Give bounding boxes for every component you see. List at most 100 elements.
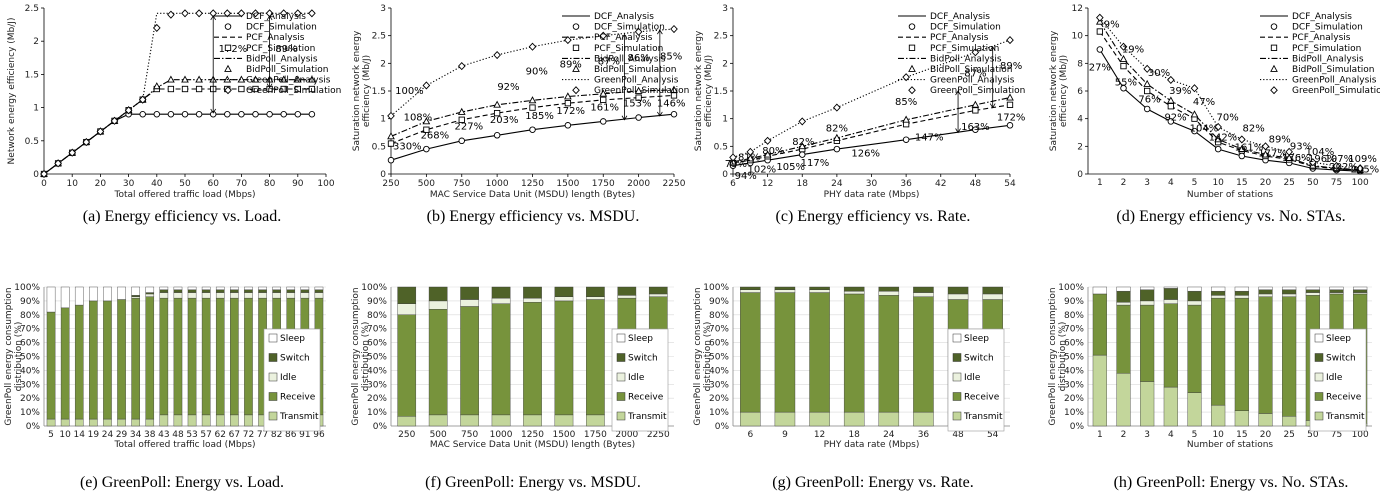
y-tick-label: 30%: [1064, 380, 1084, 390]
data-point-greenpoll-simulation: [599, 31, 608, 40]
y-tick-label: 0: [33, 170, 39, 180]
percentage-label: 146%: [657, 99, 686, 110]
legend-swatch-idle: [1314, 372, 1324, 382]
legend-label: PCF_Analysis: [1292, 33, 1351, 43]
x-tick-label: 1500: [556, 179, 579, 189]
legend-label: GreenPoll_Analysis: [1292, 76, 1377, 86]
data-point-bidpoll-simulation: [746, 154, 755, 162]
data-point-greenpoll-simulation: [167, 10, 175, 19]
x-tick-label: 750: [461, 430, 478, 440]
data-point-greenpoll-simulation: [971, 48, 980, 57]
caption: (c) Energy efficiency vs. Rate.: [776, 208, 971, 225]
legend-label: PCF_Analysis: [246, 33, 305, 43]
bar-segment-sleep: [215, 286, 225, 290]
data-point-pcf-simulation: [1096, 28, 1103, 35]
y-tick-label: 40%: [709, 366, 729, 376]
x-tick-label: 19: [88, 430, 100, 440]
legend-swatch-transmit: [1314, 411, 1324, 421]
data-point-dcf-simulation: [972, 126, 979, 133]
x-axis-title: Total offered traffic load (Mbps): [114, 190, 256, 200]
bar-segment-idle: [1211, 295, 1226, 299]
data-point-dcf-simulation: [1167, 118, 1175, 125]
y-tick-label: 80%: [1064, 311, 1084, 321]
data-point-bidpoll-simulation: [387, 132, 395, 140]
y-tick-label: 90%: [1064, 297, 1084, 307]
x-tick-label: 100: [1352, 430, 1369, 440]
legend-label: PCF_Analysis: [594, 33, 653, 43]
percentage-label: 89%: [1000, 61, 1022, 72]
series-line-pcf-analysis: [1099, 31, 1361, 171]
data-point-bidpoll-simulation: [1285, 153, 1294, 161]
percentage-label: 55%: [1115, 78, 1137, 89]
bar-segment-receive: [1116, 304, 1131, 374]
data-point-greenpoll-simulation: [833, 103, 841, 112]
x-tick-label: 50: [1307, 178, 1319, 188]
x-tick-label: 3: [1144, 178, 1150, 188]
data-point-greenpoll-simulation: [798, 117, 807, 126]
y-tick-label: 6: [1077, 87, 1083, 97]
y-tick-label: 50%: [367, 353, 387, 363]
bar-segment-receive: [1140, 304, 1155, 382]
bar-segment-transmit: [523, 414, 542, 427]
percentage-label: 153%: [623, 99, 652, 110]
legend-label: Transmit: [279, 412, 319, 422]
bar-segment-switch: [173, 289, 183, 293]
y-axis-title: Saturation network energyefficiency (Mb/…: [1049, 30, 1069, 151]
bar-segment-switch: [258, 289, 267, 293]
bar-segment-transmit: [103, 418, 112, 427]
percentage-label: 105%: [776, 162, 805, 173]
data-point-bidpoll-simulation: [528, 96, 537, 104]
bar-segment-sleep: [46, 286, 56, 313]
y-tick-label: 80%: [367, 311, 387, 321]
bar-segment-receive: [244, 297, 253, 416]
y-tick-label: 0: [722, 170, 728, 180]
y-tick-label: 90%: [20, 297, 40, 307]
percentage-label: 90%: [526, 67, 548, 78]
bar-segment-idle: [145, 293, 155, 297]
data-point-greenpoll-simulation: [1096, 13, 1104, 22]
data-point-greenpoll-simulation: [1006, 36, 1014, 45]
bar-segment-transmit: [187, 414, 197, 427]
percentage-label: 87%: [964, 68, 986, 79]
x-tick-label: 1750: [584, 430, 607, 440]
percentage-label: 85%: [895, 97, 917, 108]
bar-segment-idle: [215, 292, 225, 299]
legend-label: PCF_Simulation: [594, 44, 663, 54]
data-point-bidpoll-simulation: [152, 82, 161, 90]
data-point-greenpoll-simulation: [729, 153, 737, 162]
data-point-pcf-simulation: [181, 85, 189, 93]
data-point-bidpoll-simulation: [493, 100, 501, 108]
bar-segment-sleep: [1329, 286, 1344, 290]
data-point-greenpoll-simulation: [124, 106, 133, 115]
arrow-head: [621, 33, 628, 39]
series-line-greenpoll-analysis: [732, 39, 1011, 158]
bar-segment-transmit: [230, 414, 239, 427]
bar-segment-switch: [145, 292, 155, 295]
x-tick-label: 34: [130, 430, 142, 440]
data-point-greenpoll-simulation: [387, 111, 395, 120]
bar-segment-idle: [159, 292, 169, 299]
percentage-label: 76%: [1138, 94, 1160, 105]
x-tick-label: 90: [292, 179, 304, 189]
x-tick-label: 60: [207, 179, 219, 189]
x-tick-label: 15: [1236, 178, 1247, 188]
y-tick-label: 60%: [367, 339, 387, 349]
data-point-dcf-simulation: [833, 145, 841, 153]
x-tick-label: 12: [762, 179, 773, 189]
bar-segment-transmit: [1211, 404, 1226, 427]
bar-segment-switch: [1353, 289, 1368, 293]
bar-segment-receive: [843, 293, 865, 413]
bar-segment-receive: [878, 295, 900, 413]
legend-label: DCF_Analysis: [246, 12, 306, 22]
legend-label: Switch: [1326, 354, 1356, 364]
bar-segment-receive: [523, 302, 542, 416]
data-point-pcf-simulation: [238, 85, 245, 93]
x-tick-label: 70: [236, 179, 248, 189]
legend-label: BidPoll_Simulation: [594, 65, 676, 75]
percentage-label: 92%: [1164, 112, 1186, 123]
legend-label: Transmit: [963, 412, 1003, 422]
legend-label: Switch: [280, 354, 310, 364]
y-tick-label: 0%: [373, 422, 388, 432]
bar-segment-idle: [1140, 300, 1155, 306]
data-point-greenpoll-simulation: [110, 116, 119, 125]
